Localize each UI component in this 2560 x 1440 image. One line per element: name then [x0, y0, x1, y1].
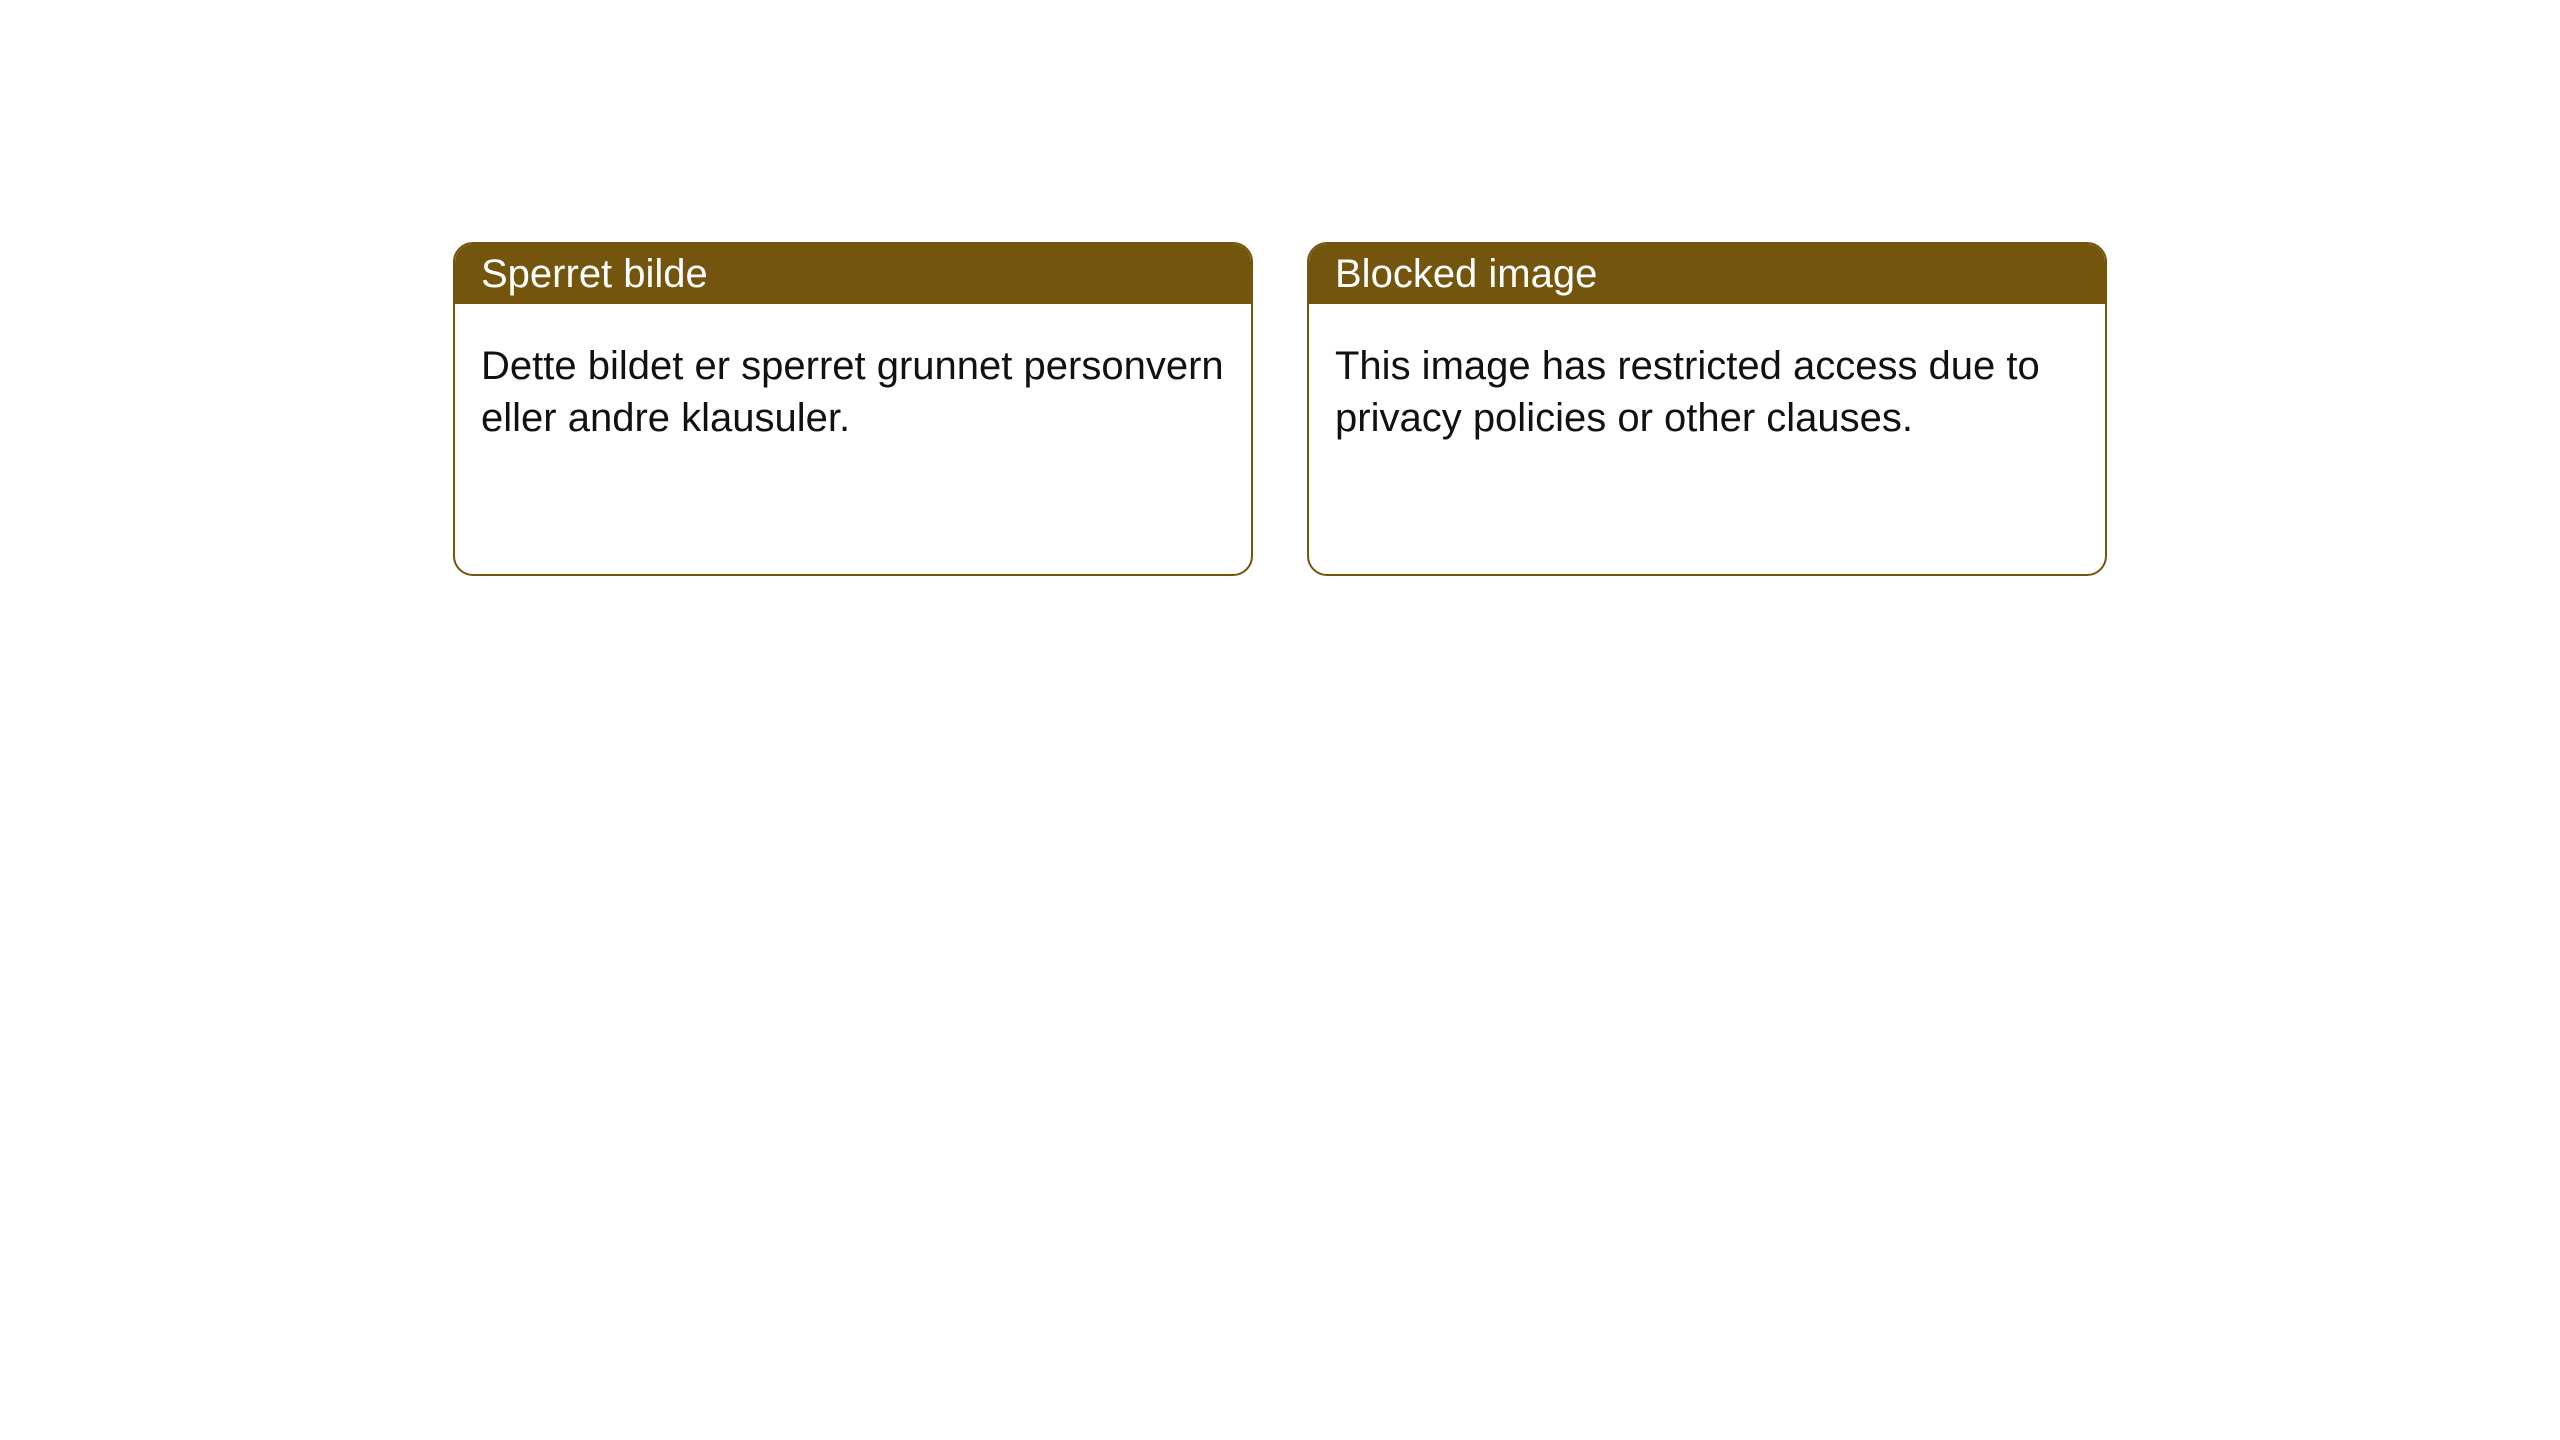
notice-body-text: Dette bildet er sperret grunnet personve… — [481, 344, 1224, 440]
notice-container: Sperret bilde Dette bildet er sperret gr… — [0, 0, 2560, 576]
notice-title: Sperret bilde — [481, 252, 708, 297]
notice-title: Blocked image — [1335, 252, 1597, 297]
notice-box-english: Blocked image This image has restricted … — [1307, 242, 2107, 576]
notice-body-text: This image has restricted access due to … — [1335, 344, 2040, 440]
notice-box-norwegian: Sperret bilde Dette bildet er sperret gr… — [453, 242, 1253, 576]
notice-body: Dette bildet er sperret grunnet personve… — [455, 304, 1251, 480]
notice-header: Blocked image — [1309, 244, 2105, 304]
notice-body: This image has restricted access due to … — [1309, 304, 2105, 480]
notice-header: Sperret bilde — [455, 244, 1251, 304]
